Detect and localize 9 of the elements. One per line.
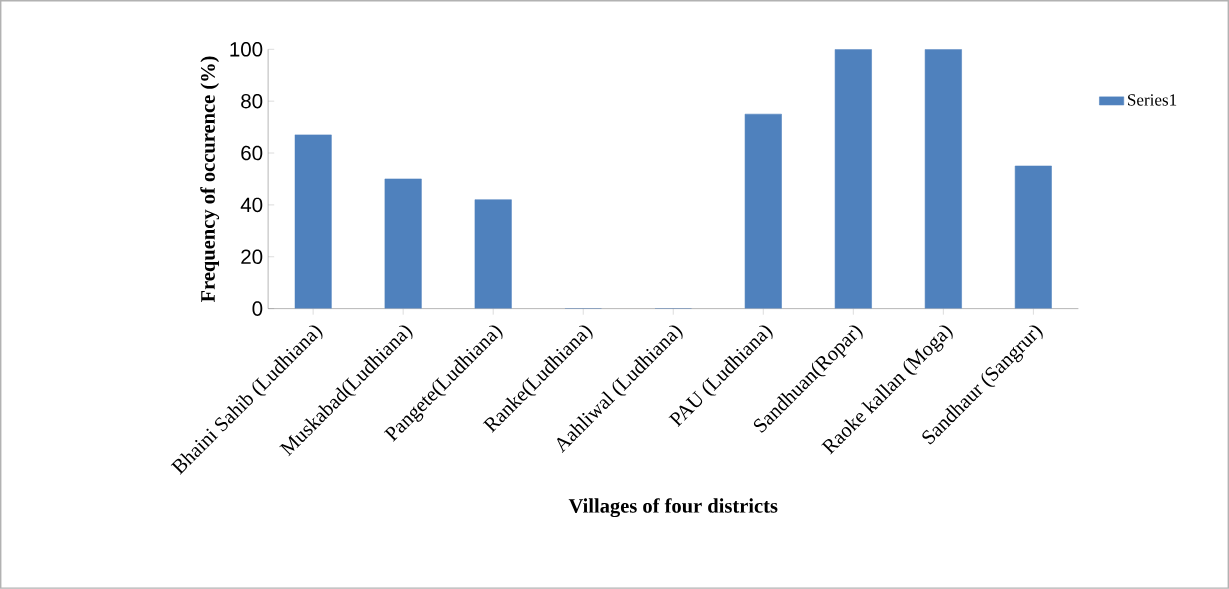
y-tick-label: 100 (230, 42, 263, 57)
x-axis-title: Villages of four districts (568, 498, 778, 518)
y-tick-label: 60 (241, 145, 263, 161)
y-tick-label: 80 (241, 93, 263, 109)
y-tick-label: 40 (240, 197, 263, 213)
y-tick-label: 0 (252, 301, 263, 316)
y-tick-label: 20 (241, 249, 263, 265)
y-axis-title: Frequency of occurence (%) (200, 56, 220, 303)
legend-label: Series1 (1128, 94, 1177, 106)
